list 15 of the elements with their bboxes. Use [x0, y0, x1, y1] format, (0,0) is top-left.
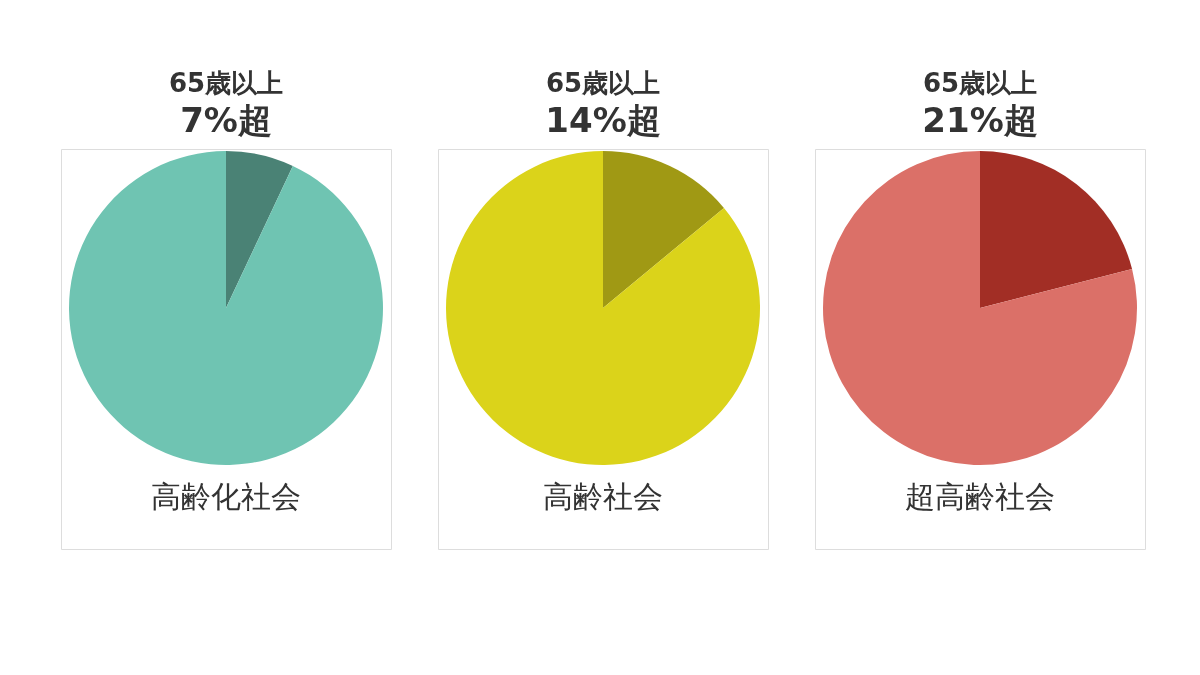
pie-slice	[603, 151, 724, 308]
text: 高齢社会	[543, 479, 663, 514]
pie-slice	[823, 151, 1137, 465]
chart-subtitle: 14%超	[545, 100, 661, 140]
pie-slice	[226, 151, 293, 308]
chart-title: 65歳以上	[168, 68, 284, 98]
chart-subtitle: 21%超	[922, 100, 1038, 140]
chart-title: 65歳以上	[545, 68, 661, 98]
text: 高齢化社会	[151, 479, 301, 514]
text: 超高齢社会	[905, 479, 1055, 514]
pie-slice	[446, 151, 760, 465]
pie-slice	[980, 151, 1133, 308]
chart-title: 65歳以上	[922, 68, 1038, 98]
pie-slice	[69, 151, 383, 465]
chart-subtitle: 7%超	[180, 100, 272, 140]
